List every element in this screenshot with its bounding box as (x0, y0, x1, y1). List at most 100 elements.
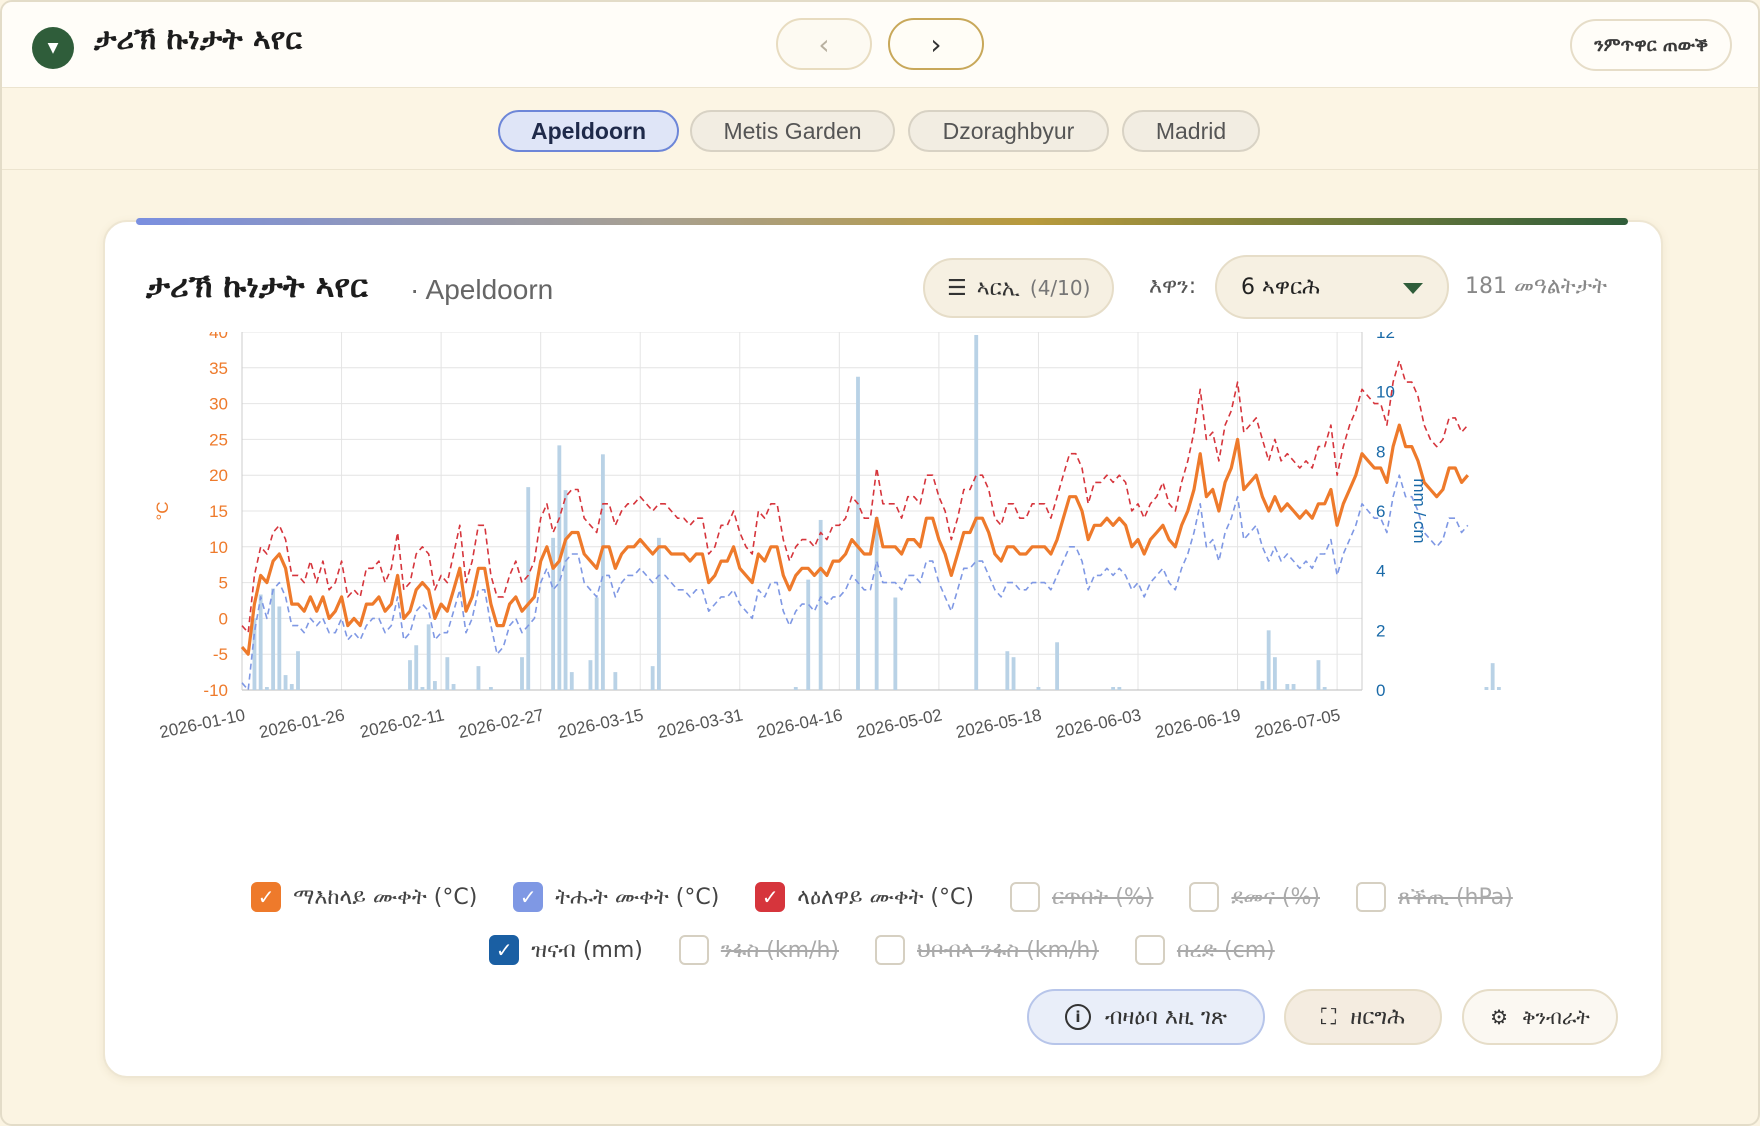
caret-down-icon (1403, 283, 1423, 294)
y-right-tick-label: 6 (1376, 502, 1385, 521)
rain-bar (1322, 687, 1327, 690)
x-tick-label: 2026-01-10 (158, 705, 247, 742)
settings-button[interactable]: ⚙ ቅንብራት (1462, 989, 1618, 1045)
legend-item[interactable]: ✓ ትሑት ሙቀት (°C) (513, 878, 719, 916)
rain-bar (551, 537, 556, 690)
rain-bar (520, 657, 524, 690)
legend-label: ላዕለዋይ ሙቀት (°C) (797, 884, 974, 910)
checkbox-empty-icon[interactable] (1356, 882, 1386, 912)
rain-bar (1496, 687, 1501, 690)
rain-bar (432, 681, 437, 690)
y-left-tick-label: 20 (209, 466, 228, 485)
checkbox-empty-icon[interactable] (1134, 935, 1165, 965)
legend-item[interactable]: ጸቕጢ (hPa) (1356, 878, 1513, 916)
legend-item[interactable]: ✓ ማእከላይ ሙቀት (°C) (251, 878, 477, 916)
y-left-tick-label: 25 (209, 430, 228, 449)
fullscreen-button[interactable]: ⛶ ዘርግሕ (1284, 989, 1442, 1045)
collapse-toggle-button[interactable]: ▼ (32, 27, 74, 69)
x-tick-label: 2026-02-27 (456, 705, 545, 742)
app-title: ታሪኽ ኩነታት ኣየር (94, 22, 302, 57)
chevron-left-icon: ‹ (818, 27, 830, 61)
chevron-right-icon: › (930, 27, 942, 61)
legend-label: ማእከላይ ሙቀት (°C) (293, 884, 478, 910)
rain-bar (296, 651, 300, 690)
legend-item[interactable]: ህቦብላ ንፋስ (km/h) (875, 931, 1099, 969)
legend-item[interactable]: ✓ ላዕለዋይ ሙቀት (°C) (755, 878, 974, 916)
rain-bar (1111, 687, 1116, 690)
location-tab-madrid[interactable]: Madrid (1122, 110, 1260, 152)
checkbox-checked-icon[interactable]: ✓ (755, 882, 786, 912)
rain-bar (594, 597, 599, 690)
gear-icon: ⚙ (1490, 1005, 1509, 1029)
rain-bar (1055, 642, 1060, 690)
legend-item[interactable]: በረድ (cm) (1134, 931, 1275, 969)
info-icon: i (1064, 1004, 1091, 1030)
rain-bar (289, 684, 294, 690)
clear-button[interactable]: ንምጥዋር ጠውቕ (1570, 19, 1732, 71)
previous-button[interactable]: ‹ (776, 18, 872, 70)
legend-label: ርጥበት (%) (1051, 884, 1154, 910)
settings-label: ቅንብራት (1522, 1005, 1590, 1029)
location-tab-metis-garden[interactable]: Metis Garden (690, 110, 895, 152)
legend-item[interactable]: ✓ ዝናብ (mm) (489, 931, 643, 969)
rain-bar (271, 588, 276, 690)
checkbox-empty-icon[interactable] (1189, 882, 1220, 912)
y-left-tick-label: 30 (209, 395, 228, 414)
series-button-label: ኣርኢ (976, 275, 1020, 301)
legend-label: ጸቕጢ (hPa) (1398, 884, 1513, 910)
rain-bar (1291, 684, 1296, 690)
y-right-tick-label: 12 (1376, 332, 1395, 342)
y-left-tick-label: 0 (219, 609, 228, 628)
fullscreen-label: ዘርግሕ (1350, 1004, 1406, 1030)
x-tick-label: 2026-06-19 (1153, 705, 1242, 742)
rain-bar (252, 618, 257, 690)
rain-bar (793, 687, 798, 690)
rain-bar (613, 672, 618, 690)
menu-icon: ☰ (947, 275, 967, 301)
rain-bar (874, 516, 879, 690)
checkbox-empty-icon[interactable] (875, 935, 905, 965)
mean-temp-line (240, 423, 1470, 656)
x-tick-label: 2026-07-05 (1253, 705, 1342, 742)
chevron-down-icon: ▼ (47, 40, 59, 56)
rain-bar (856, 376, 860, 690)
rain-bar (283, 675, 288, 690)
rain-bar (1484, 687, 1489, 690)
checkbox-checked-icon[interactable]: ✓ (513, 882, 544, 912)
next-button[interactable]: › (888, 18, 984, 70)
rain-bar (445, 657, 450, 690)
rain-bar (806, 579, 811, 690)
y-left-tick-label: -5 (213, 645, 228, 664)
days-count: 181 መዓልትታት (1465, 274, 1607, 299)
y-left-tick-label: 5 (219, 574, 228, 593)
location-tab-dzoraghbyur[interactable]: Dzoraghbyur (908, 110, 1109, 152)
about-label: ብዛዕባ እዚ ገጽ (1104, 1004, 1228, 1030)
series-toggle-button[interactable]: ☰ ኣርኢ (4/10) (923, 258, 1115, 318)
rain-bar (1272, 657, 1277, 690)
x-tick-label: 2026-03-31 (656, 705, 745, 742)
rain-bar (408, 660, 412, 690)
legend-label: በረድ (cm) (1176, 937, 1275, 963)
checkbox-empty-icon[interactable] (678, 935, 709, 965)
rain-bar (588, 660, 593, 690)
x-tick-label: 2026-06-03 (1054, 705, 1143, 742)
legend-item[interactable]: ንፋስ (km/h) (678, 931, 839, 969)
legend-row-2: ✓ ዝናብ (mm) ንፋስ (km/h) ህቦብላ ንፋስ (km/h) በረድ (c… (2, 931, 1758, 969)
about-page-button[interactable]: i ብዛዕባ እዚ ገጽ (1027, 989, 1265, 1045)
checkbox-checked-icon[interactable]: ✓ (251, 882, 282, 912)
card-title: ታሪኽ ኩነታት ኣየር (146, 267, 368, 305)
period-label: እዋን: (1149, 274, 1197, 299)
y-left-axis-title: °C (153, 501, 172, 520)
legend-row-1: ✓ ማእከላይ ሙቀት (°C) ✓ ትሑት ሙቀት (°C) ✓ ላዕለዋይ ሙቀት (… (2, 878, 1758, 916)
checkbox-empty-icon[interactable] (1009, 882, 1040, 912)
rain-bar (426, 624, 431, 690)
y-left-tick-label: 35 (209, 359, 228, 378)
x-tick-label: 2026-01-26 (257, 705, 346, 742)
rain-bar (1490, 663, 1495, 690)
legend-item[interactable]: ርጥበት (%) (1009, 878, 1154, 916)
location-tab-apeldoorn[interactable]: Apeldoorn (498, 110, 679, 152)
legend-item[interactable]: ደመና (%) (1189, 878, 1320, 916)
period-select[interactable]: 6 ኣዋርሕ (1215, 255, 1449, 319)
checkbox-checked-icon[interactable]: ✓ (489, 935, 520, 965)
